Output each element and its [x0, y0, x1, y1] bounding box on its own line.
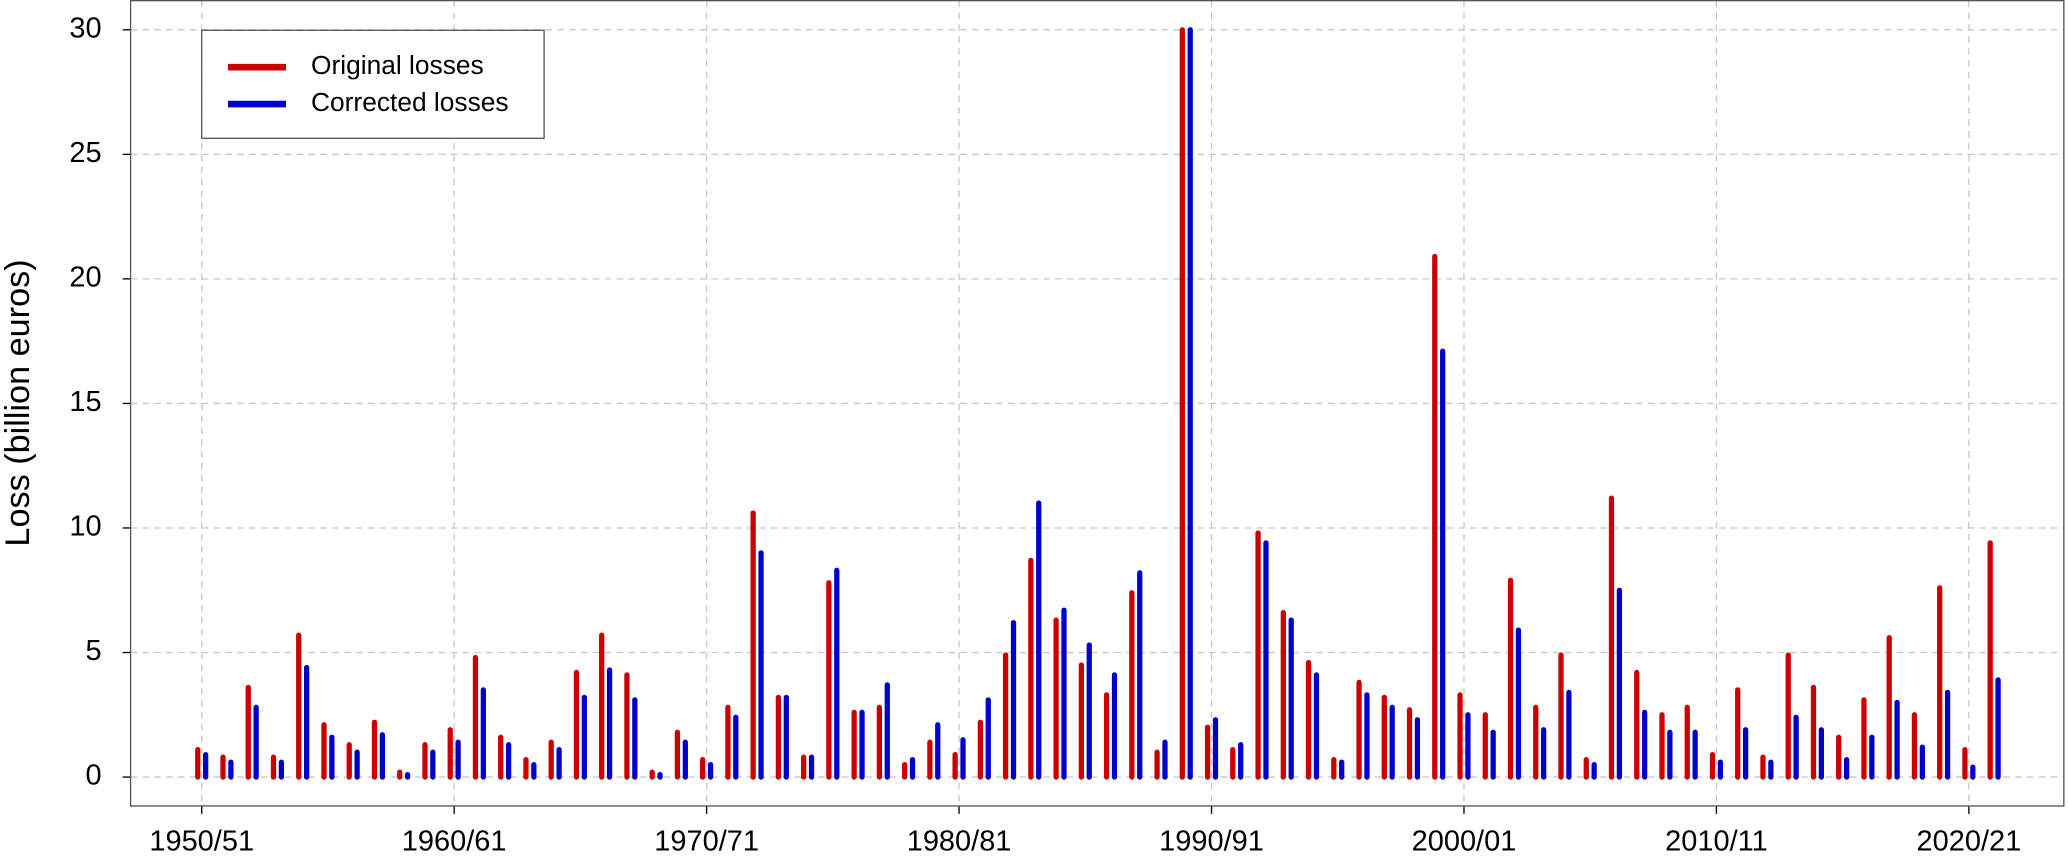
legend-box	[201, 29, 545, 139]
y-axis-title: Loss (billion euros)	[0, 259, 37, 546]
x-tick-label: 2000/01	[1412, 825, 1517, 856]
y-tick-label: 30	[69, 12, 101, 44]
x-tick-label: 1950/51	[149, 825, 254, 856]
x-tick-label: 1990/91	[1159, 825, 1264, 856]
x-tick-label: 2020/21	[1917, 825, 2022, 856]
y-tick-label: 5	[85, 635, 101, 667]
y-tick-label: 0	[85, 760, 101, 792]
legend-label: Corrected losses	[311, 87, 509, 117]
y-tick-label: 20	[69, 262, 101, 294]
x-tick-label: 1960/61	[402, 825, 507, 856]
plot-frame	[129, 0, 2065, 807]
x-tick-label: 1980/81	[907, 825, 1012, 856]
x-tick-label: 1970/71	[654, 825, 759, 856]
y-tick-label: 25	[69, 137, 101, 169]
y-tick-label: 15	[69, 386, 101, 418]
x-tick-label: 2010/11	[1665, 825, 1768, 856]
legend-label: Original losses	[311, 50, 484, 80]
y-tick-label: 10	[69, 511, 101, 543]
